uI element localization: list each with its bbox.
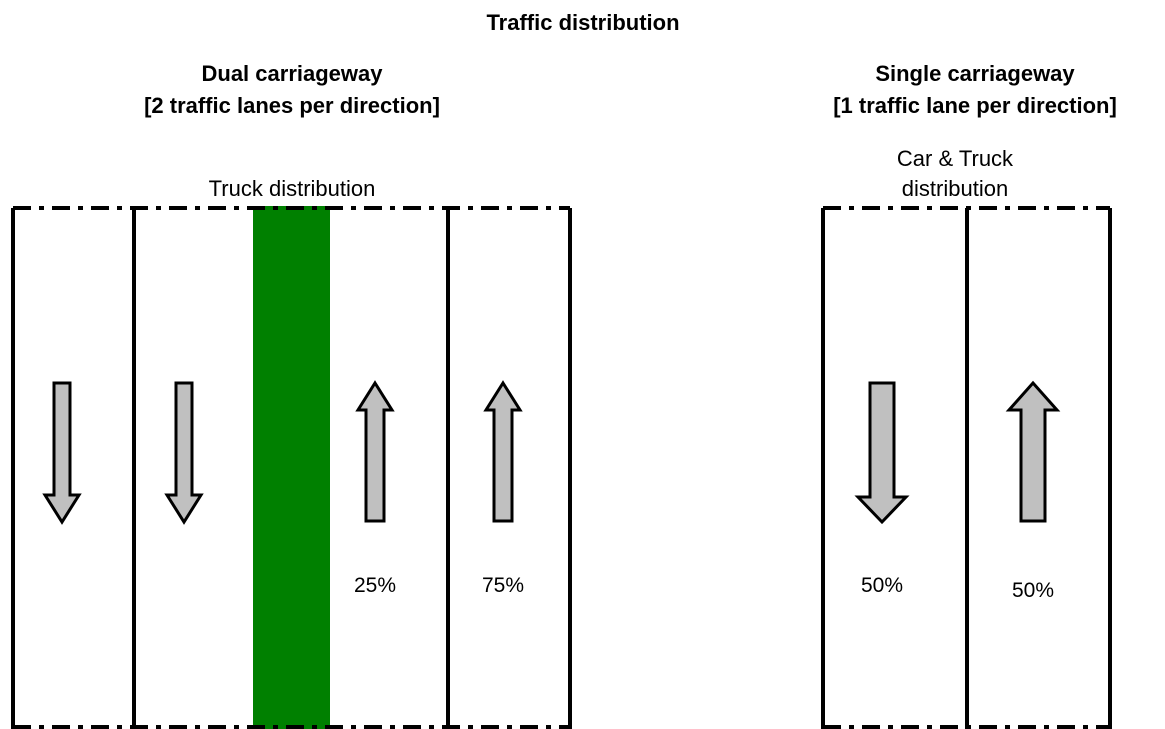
arrow-down — [164, 381, 204, 525]
section-title: Dual carriageway — [202, 61, 384, 86]
arrow-up — [355, 380, 395, 523]
arrow-up — [1005, 380, 1061, 523]
median — [253, 206, 330, 729]
lane-share: 75% — [482, 574, 524, 597]
arrow-up — [483, 380, 523, 523]
section-title: [2 traffic lanes per direction] — [144, 93, 440, 118]
lane-share: 50% — [861, 574, 903, 597]
section-title: Single carriageway — [875, 61, 1075, 86]
lane-share: 25% — [354, 574, 396, 597]
arrow-down — [42, 381, 82, 525]
lane-share: 50% — [1012, 579, 1054, 602]
subtitle: Car & Truck — [897, 146, 1014, 171]
subtitle: distribution — [902, 176, 1008, 201]
arrow-down — [854, 381, 910, 525]
title: Traffic distribution — [486, 10, 679, 35]
section-title: [1 traffic lane per direction] — [833, 93, 1117, 118]
subtitle: Truck distribution — [209, 176, 376, 201]
